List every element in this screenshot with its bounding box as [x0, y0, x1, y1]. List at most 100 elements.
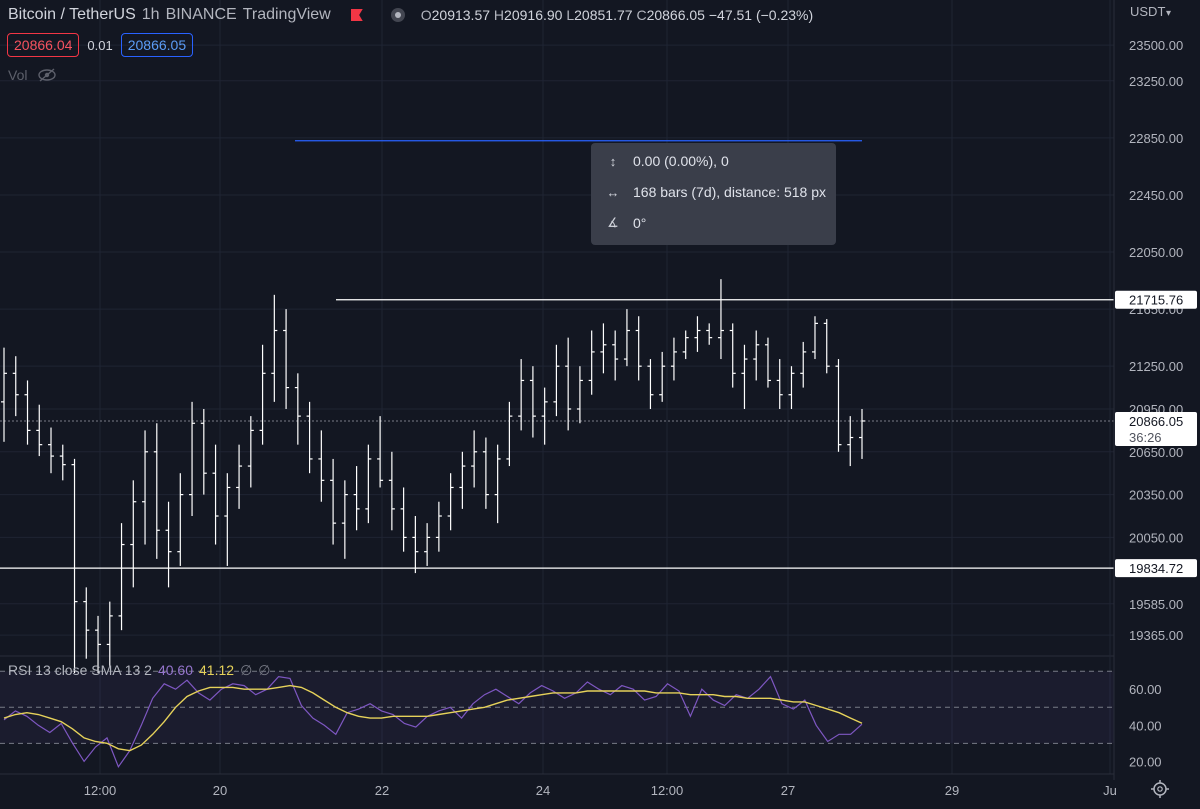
ohlc-bar	[623, 309, 630, 367]
rsi-tick-label: 60.00	[1129, 682, 1162, 697]
ohlc-bar	[377, 416, 384, 488]
ohlc-bar	[236, 444, 243, 509]
ohlc-bar	[506, 401, 513, 467]
ohlc-bar	[518, 359, 525, 431]
ohlc-bar	[118, 523, 125, 631]
ohlc-bar	[153, 423, 160, 559]
exchange-label: BINANCE	[165, 6, 237, 23]
rsi-line	[3, 675, 863, 769]
time-tick-label: 29	[945, 783, 959, 798]
rsi-sma-value: 41.12	[199, 662, 235, 678]
grid	[0, 0, 1114, 774]
measure-price-row: ↕ 0.00 (0.00%), 0	[605, 153, 729, 169]
ohlc-bar	[670, 337, 677, 381]
source-label: TradingView	[242, 6, 331, 23]
spread-value: 0.01	[87, 37, 113, 53]
rsi-tick-label: 40.00	[1129, 718, 1162, 733]
ohlc-bar	[294, 373, 301, 445]
ohlc-bar	[353, 466, 360, 531]
symbol-legend[interactable]: Bitcoin / TetherUS 1h BINANCE TradingVie…	[8, 6, 813, 24]
rsi-sma-line	[3, 684, 863, 752]
ohlc-bar	[694, 316, 701, 352]
ohlc-bar	[12, 356, 19, 417]
buy-button[interactable]: 20866.05	[120, 33, 194, 57]
ohlc-bar	[764, 337, 771, 388]
ohlc-bar	[165, 501, 172, 588]
ohlc-bar	[200, 408, 207, 495]
ohlc-bar	[142, 430, 149, 545]
ohlc-bar	[823, 319, 830, 374]
ohlc-bar	[612, 330, 619, 381]
ohlc-bar	[1, 347, 7, 442]
time-tick-label: 22	[375, 783, 389, 798]
ohlc-bar	[130, 480, 137, 588]
hidden-eye-icon[interactable]	[37, 68, 57, 82]
ohlc-bar	[365, 444, 372, 524]
interval-label[interactable]: 1h	[141, 6, 160, 23]
ohlc-bar	[847, 416, 854, 467]
rsi-bands	[0, 670, 1114, 744]
time-axis[interactable]: 12:00 20 22 24 12:00 27 29 Ju	[0, 773, 1117, 798]
price-tick-label: 22450.00	[1129, 188, 1183, 203]
ohlc-values: O20913.57 H20916.90 L20851.77 C20866.05 …	[420, 7, 814, 23]
ohlc-bar	[424, 523, 431, 566]
price-axis[interactable]: USDT ▾ 23500.00 23250.00 22850.00 22450.00 2…	[1113, 0, 1200, 804]
price-tick-label: 19365.00	[1129, 628, 1183, 643]
currency-label[interactable]: USDT	[1130, 4, 1165, 19]
rsi-lines	[3, 675, 863, 769]
ohlc-bar	[283, 309, 290, 409]
ohlc-bar	[36, 404, 43, 457]
ohlc-bar	[635, 316, 642, 381]
ohlc-bar	[48, 427, 55, 474]
ohlc-bar	[729, 323, 736, 388]
time-tick-label: 20	[213, 783, 227, 798]
lower-line-price-label: 19834.72	[1115, 559, 1197, 578]
price-tick-label: 21250.00	[1129, 359, 1183, 374]
ohlc-bar	[776, 359, 783, 409]
time-tick-label: 24	[536, 783, 550, 798]
angle-icon: ∡	[607, 215, 619, 230]
ohlc-bar	[259, 344, 266, 445]
ohlc-bar	[435, 501, 442, 552]
ohlc-bar	[576, 366, 583, 424]
ohlc-bar	[753, 330, 760, 381]
price-tick-label: 22050.00	[1129, 245, 1183, 260]
rsi-value: 40.60	[157, 662, 194, 678]
ohlc-bar	[788, 366, 795, 409]
ohlc-bar	[189, 401, 196, 517]
flag-icon[interactable]	[350, 9, 363, 21]
time-tick-label: 12:00	[651, 783, 684, 798]
ohlc-bars	[1, 279, 865, 673]
ohlc-bar	[541, 387, 548, 445]
ohlc-bar	[811, 316, 818, 360]
trade-buttons: 20866.04 0.01 20866.05	[7, 33, 194, 57]
ohlc-bar	[388, 451, 395, 531]
volume-legend[interactable]: Vol	[8, 67, 57, 83]
price-tick-label: 23250.00	[1129, 74, 1183, 89]
ohlc-bar	[800, 341, 807, 388]
ohlc-bar	[741, 344, 748, 409]
market-status-icon[interactable]	[390, 8, 405, 22]
high-value: 20916.90	[504, 7, 563, 23]
upper-line-price-label: 21715.76	[1115, 290, 1197, 309]
ohlc-bar	[24, 380, 31, 445]
open-value: 20913.57	[431, 7, 491, 23]
rsi-legend[interactable]: RSI 13 close SMA 13 2 40.60 41.12 ∅ ∅	[8, 662, 270, 679]
measure-price-change: 0.00 (0.00%), 0	[633, 153, 729, 169]
ohlc-bar	[224, 473, 231, 566]
ohlc-bar	[600, 323, 607, 374]
symbol-name[interactable]: Bitcoin / TetherUS	[8, 6, 136, 23]
rsi-title[interactable]: RSI 13 close SMA 13 2	[8, 662, 152, 678]
sell-button[interactable]: 20866.04	[7, 33, 80, 57]
rsi-na-2: ∅	[258, 662, 271, 678]
settings-gear-icon[interactable]	[1151, 780, 1169, 798]
ohlc-bar	[859, 408, 865, 459]
ohlc-bar	[59, 444, 66, 481]
price-tick-label: 22850.00	[1129, 131, 1183, 146]
measure-angle: 0°	[633, 215, 647, 231]
ohlc-bar	[83, 587, 90, 659]
ohlc-bar	[529, 366, 536, 438]
ohlc-bar	[71, 458, 78, 673]
